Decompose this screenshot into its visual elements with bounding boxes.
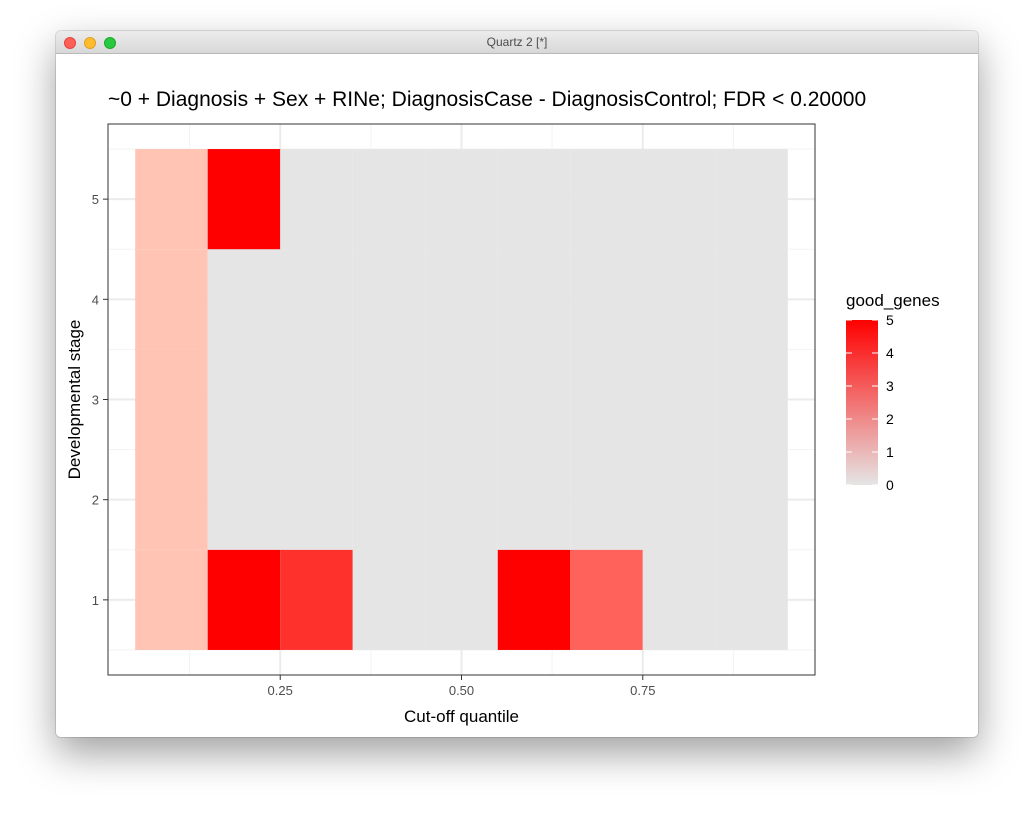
- legend-title: good_genes: [846, 291, 940, 310]
- heatmap-tile: [715, 149, 788, 250]
- x-tick-label: 0.50: [449, 683, 474, 698]
- x-tick-label: 0.75: [630, 683, 655, 698]
- plot-area: 0.25 0.50 0.75 1 2 3 4 5 ~0 + Diagnosis + Sex +…: [56, 54, 978, 737]
- minimize-window-button[interactable]: [84, 37, 96, 49]
- heatmap-tile: [570, 349, 643, 450]
- heatmap-tile: [352, 149, 426, 250]
- heatmap-tile: [570, 249, 643, 350]
- close-window-button[interactable]: [64, 37, 76, 49]
- heatmap-tile: [280, 549, 353, 650]
- heatmap-tile: [280, 449, 353, 550]
- heatmap-tile: [425, 449, 498, 550]
- heatmap-tile: [352, 249, 426, 350]
- y-tick-label: 4: [92, 292, 99, 307]
- heatmap-tile: [425, 149, 498, 250]
- y-axis-title: Developmental stage: [65, 320, 84, 480]
- heatmap-tile: [207, 249, 281, 350]
- heatmap-tile: [280, 149, 353, 250]
- heatmap-chart: 0.25 0.50 0.75 1 2 3 4 5 ~0 + Diagnosis + Sex +…: [65, 88, 940, 726]
- title-bar[interactable]: Quartz 2 [*]: [56, 31, 978, 54]
- legend-tick-label: 4: [886, 345, 894, 361]
- heatmap-tile: [715, 549, 788, 650]
- legend-colorbar: [846, 320, 878, 485]
- heatmap-tile: [207, 149, 281, 250]
- heatmap-tile: [570, 149, 643, 250]
- color-legend: good_genes 0 1 2 3 4 5: [846, 291, 940, 493]
- heatmap-tile: [497, 549, 571, 650]
- heatmap-tiles: [135, 149, 788, 650]
- heatmap-tile: [352, 349, 426, 450]
- heatmap-tile: [135, 249, 208, 350]
- heatmap-tile: [280, 249, 353, 350]
- heatmap-tile: [135, 549, 208, 650]
- heatmap-tile: [642, 249, 716, 350]
- heatmap-tile: [135, 449, 208, 550]
- heatmap-tile: [642, 149, 716, 250]
- legend-tick-label: 1: [886, 444, 894, 460]
- heatmap-tile: [497, 449, 571, 550]
- heatmap-tile: [135, 149, 208, 250]
- y-tick-label: 2: [92, 493, 99, 508]
- heatmap-tile: [352, 549, 426, 650]
- app-window: Quartz 2 [*] 0.25 0.50 0.75 1 2 3 4 5 ~0 + Diag…: [56, 31, 978, 737]
- heatmap-tile: [425, 549, 498, 650]
- heatmap-tile: [715, 449, 788, 550]
- heatmap-tile: [425, 349, 498, 450]
- heatmap-tile: [207, 449, 281, 550]
- legend-tick-label: 2: [886, 411, 894, 427]
- heatmap-tile: [642, 549, 716, 650]
- y-tick-label: 5: [92, 192, 99, 207]
- heatmap-tile: [280, 349, 353, 450]
- heatmap-tile: [425, 249, 498, 350]
- heatmap-tile: [352, 449, 426, 550]
- heatmap-tile: [642, 449, 716, 550]
- heatmap-tile: [642, 349, 716, 450]
- x-axis-title: Cut-off quantile: [404, 707, 519, 726]
- y-tick-label: 1: [92, 593, 99, 608]
- zoom-window-button[interactable]: [104, 37, 116, 49]
- heatmap-tile: [207, 349, 281, 450]
- legend-tick-label: 0: [886, 477, 894, 493]
- window-title: Quartz 2 [*]: [486, 35, 548, 49]
- axes: 0.25 0.50 0.75 1 2 3 4 5: [92, 192, 656, 698]
- heatmap-tile: [497, 349, 571, 450]
- legend-tick-label: 3: [886, 378, 894, 394]
- heatmap-tile: [715, 349, 788, 450]
- heatmap-tile: [497, 249, 571, 350]
- heatmap-tile: [570, 549, 643, 650]
- x-tick-label: 0.25: [268, 683, 293, 698]
- heatmap-tile: [207, 549, 281, 650]
- heatmap-tile: [135, 349, 208, 450]
- heatmap-tile: [570, 449, 643, 550]
- heatmap-tile: [715, 249, 788, 350]
- legend-tick-label: 5: [886, 312, 894, 328]
- chart-title: ~0 + Diagnosis + Sex + RINe; DiagnosisCa…: [108, 88, 866, 111]
- y-tick-label: 3: [92, 393, 99, 408]
- heatmap-tile: [497, 149, 571, 250]
